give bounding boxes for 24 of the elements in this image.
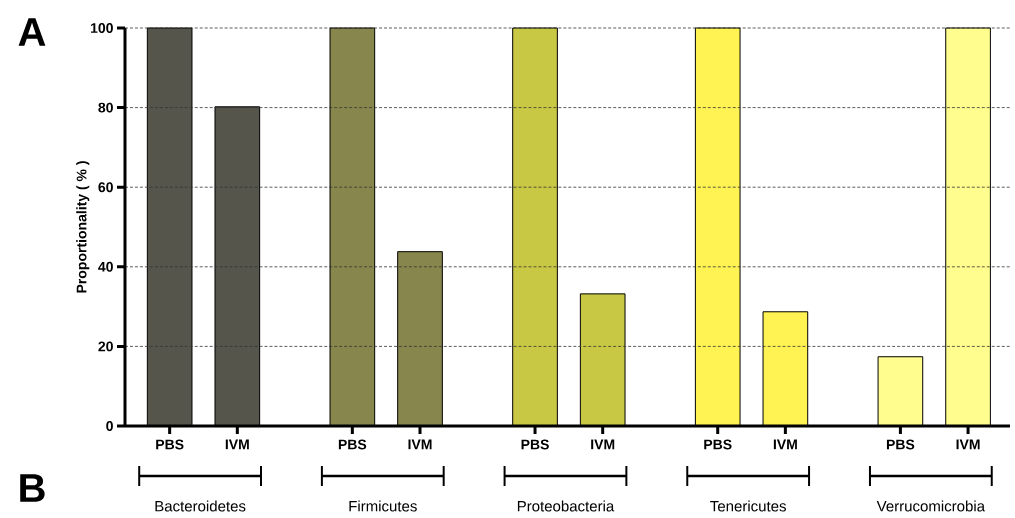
y-tick-label: 20 <box>98 341 113 352</box>
y-tick-label: 0 <box>106 421 113 431</box>
x-tick-label: IVM <box>956 439 980 450</box>
x-tick-label: PBS <box>338 439 367 450</box>
y-tick-label: 40 <box>98 261 113 272</box>
x-tick-label: IVM <box>225 439 249 450</box>
x-tick-label: IVM <box>591 439 615 450</box>
x-tick-label: PBS <box>886 439 915 450</box>
y-tick-label: 100 <box>91 23 113 33</box>
x-tick-label: IVM <box>773 439 797 450</box>
text: Verrucomicrobia <box>876 500 986 512</box>
text: Firmicutes <box>349 500 417 512</box>
text: B <box>20 474 45 502</box>
y-tick-label: 80 <box>98 102 113 113</box>
x-tick-label: IVM <box>408 439 432 450</box>
text: Proteobacteria <box>517 500 615 512</box>
text: A <box>18 18 46 46</box>
y-tick-label: 60 <box>98 182 113 193</box>
x-tick-label: PBS <box>156 439 184 450</box>
text: Tenericutes <box>710 500 786 512</box>
x-tick-label: PBS <box>704 439 732 450</box>
y-axis-title: Proportionality ( % ) <box>76 161 90 293</box>
text: Bacteroidetes <box>155 500 246 512</box>
x-tick-label: PBS <box>521 439 549 450</box>
